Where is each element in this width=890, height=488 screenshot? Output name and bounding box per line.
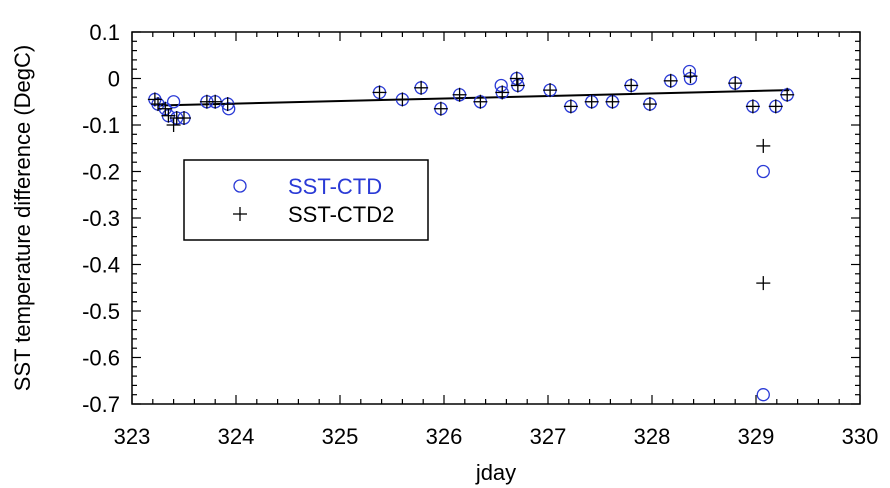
data-point-sst-ctd2 xyxy=(151,97,165,112)
legend-marker-plus xyxy=(233,207,247,221)
data-point-sst-ctd2 xyxy=(780,87,795,102)
data-point-sst-ctd2 xyxy=(642,97,657,112)
data-point-sst-ctd2 xyxy=(768,99,783,114)
data-point-sst-ctd xyxy=(166,95,181,109)
data-point-sst-ctd2 xyxy=(663,73,678,88)
data-point-sst-ctd2 xyxy=(683,69,698,84)
y-tick-label: -0.2 xyxy=(82,160,120,185)
y-tick-label: -0.4 xyxy=(82,253,120,278)
minor-ticks xyxy=(132,32,860,404)
major-ticks xyxy=(131,31,861,405)
legend-label-sst-ctd2: SST-CTD2 xyxy=(288,202,394,227)
x-tick-label: 330 xyxy=(842,424,879,449)
legend: SST-CTD SST-CTD2 xyxy=(183,159,429,241)
legend-marker-circle xyxy=(233,179,247,193)
data-point-sst-ctd xyxy=(682,64,697,79)
y-tick-labels: 0.1 0 -0.1 -0.2 -0.3 -0.4 -0.5 -0.6 -0.7 xyxy=(82,20,120,417)
legend-label-sst-ctd: SST-CTD xyxy=(288,174,382,199)
y-tick-label: -0.1 xyxy=(82,113,120,138)
data-point-sst-ctd2 xyxy=(208,94,223,109)
y-tick-label: 0.1 xyxy=(89,20,120,45)
data-point-sst-ctd2 xyxy=(728,76,743,91)
data-point-sst-ctd2 xyxy=(158,101,173,116)
data-point-sst-ctd2 xyxy=(624,78,639,93)
fit-line xyxy=(157,89,790,107)
data-point-sst-ctd2 xyxy=(395,92,410,107)
data-point-sst-ctd xyxy=(222,102,236,116)
y-tick-label: 0 xyxy=(108,67,120,92)
data-point-sst-ctd2 xyxy=(414,80,429,95)
series-sst-ctd2 xyxy=(147,69,795,291)
data-point-sst-ctd xyxy=(756,164,770,179)
x-axis-title: jday xyxy=(475,460,516,485)
x-tick-label: 324 xyxy=(218,424,255,449)
data-point-sst-ctd2 xyxy=(495,85,510,100)
data-point-sst-ctd2 xyxy=(166,118,181,132)
y-tick-label: -0.5 xyxy=(82,299,120,324)
y-axis-title: SST temperature difference (DegC) xyxy=(10,45,35,391)
data-point-sst-ctd2 xyxy=(473,94,488,109)
data-point-sst-ctd2 xyxy=(433,101,448,116)
y-tick-label: -0.3 xyxy=(82,206,120,231)
x-tick-labels: 323 324 325 326 327 328 329 330 xyxy=(114,424,879,449)
data-point-sst-ctd2 xyxy=(756,276,771,291)
data-point-sst-ctd2 xyxy=(161,108,176,123)
data-point-sst-ctd2 xyxy=(372,85,387,100)
data-point-sst-ctd2 xyxy=(745,99,760,114)
x-tick-label: 327 xyxy=(530,424,567,449)
data-point-sst-ctd2 xyxy=(509,71,524,86)
data-point-sst-ctd2 xyxy=(584,94,599,109)
data-point-sst-ctd xyxy=(494,78,508,93)
x-tick-label: 325 xyxy=(322,424,359,449)
data-point-sst-ctd2 xyxy=(756,138,771,153)
data-point-sst-ctd2 xyxy=(220,97,235,112)
data-point-sst-ctd2 xyxy=(452,87,467,102)
data-point-sst-ctd2 xyxy=(177,111,191,126)
y-tick-label: -0.6 xyxy=(82,346,120,371)
data-point-sst-ctd2 xyxy=(563,99,578,114)
x-tick-label: 323 xyxy=(114,424,151,449)
data-point-sst-ctd2 xyxy=(543,83,558,98)
x-tick-label: 328 xyxy=(634,424,671,449)
x-tick-label: 329 xyxy=(738,424,775,449)
data-point-sst-ctd2 xyxy=(510,78,525,93)
x-tick-label: 326 xyxy=(426,424,463,449)
y-tick-label: -0.7 xyxy=(82,392,120,417)
legend-box xyxy=(183,159,429,241)
data-point-sst-ctd xyxy=(756,388,770,402)
data-point-sst-ctd2 xyxy=(605,94,620,109)
